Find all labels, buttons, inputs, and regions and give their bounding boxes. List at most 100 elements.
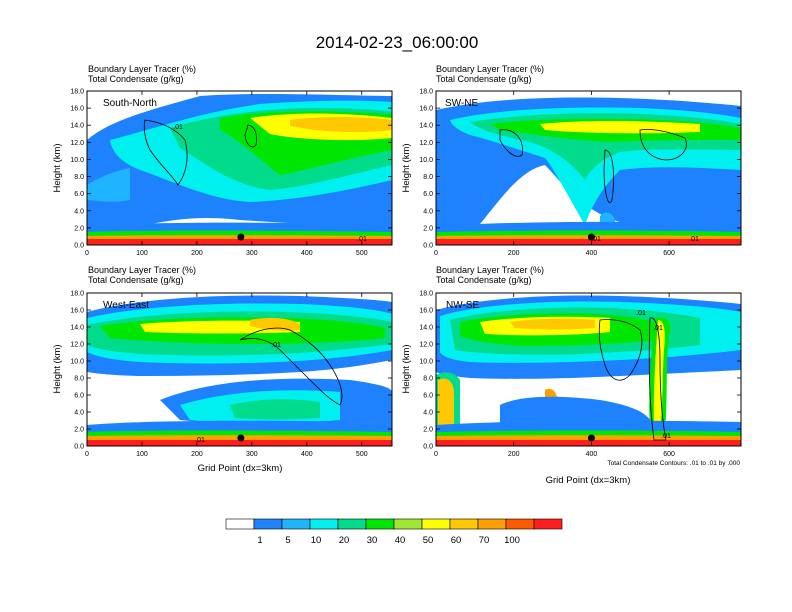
- colorbar-label: 100: [504, 535, 520, 546]
- panel-title-tracer: Boundary Layer Tracer (%): [436, 64, 544, 74]
- x-tick-label: 500: [356, 451, 368, 458]
- plot-frame: [435, 292, 742, 447]
- y-tick-label: 2.0: [74, 225, 84, 232]
- y-tick-label: 10.0: [419, 157, 433, 164]
- y-tick-label: 18.0: [419, 291, 433, 298]
- plot-frame: [86, 90, 393, 246]
- colorbar-swatch: [309, 518, 339, 530]
- panel-sw-ne: Boundary Layer Tracer (%) Total Condensa…: [419, 64, 742, 257]
- colorbar-swatch: [477, 518, 507, 530]
- heatmap-field: .01 .01: [87, 91, 392, 245]
- panel-label: SW-NE: [445, 98, 478, 109]
- y-tick-label: 18.0: [419, 89, 433, 96]
- panel-south-north: Boundary Layer Tracer (%) Total Condensa…: [70, 64, 393, 257]
- axes: 0.0 2.0 4.0 6.0 8.0 10.0 12.0 14.0 16.0 18.0 0 200 4…: [419, 89, 742, 257]
- y-tick-label: 14.0: [70, 325, 84, 332]
- colorbar-label: 10: [311, 535, 322, 546]
- x-tick-label: 400: [586, 451, 598, 458]
- plot-frame: [86, 292, 393, 447]
- contour-label: .01: [271, 342, 281, 349]
- colorbar-label: 20: [339, 535, 350, 546]
- y-tick-label: 2.0: [74, 427, 84, 434]
- contour-label: .01: [653, 325, 663, 332]
- y-axis-label: Height (km): [401, 143, 412, 192]
- x-tick-label: 400: [586, 250, 598, 257]
- colorbar-swatch: [281, 518, 311, 530]
- y-tick-label: 12.0: [70, 342, 84, 349]
- x-tick-label: 0: [85, 250, 89, 257]
- y-tick-label: 14.0: [70, 123, 84, 130]
- heatmap-field: .01 .01: [87, 293, 392, 446]
- colorbar-swatch: [393, 518, 423, 530]
- y-tick-label: 18.0: [70, 291, 84, 298]
- contour-label: .01: [591, 236, 601, 243]
- x-tick-label: 0: [434, 250, 438, 257]
- contour-label: .01: [661, 433, 671, 440]
- heatmap-field: .01 .01: [436, 91, 741, 245]
- surface-location-marker: [237, 434, 245, 442]
- y-tick-label: 0.0: [423, 444, 433, 451]
- y-axis-label: Height (km): [401, 344, 412, 393]
- panel-title-condensate: Total Condensate (g/kg): [88, 275, 184, 285]
- colorbar-swatch: [337, 518, 367, 530]
- axes: 0.0 2.0 4.0 6.0 8.0 10.0 12.0 14.0 16.0 18.0 0 200 4…: [419, 291, 742, 458]
- colorbar-label: 60: [451, 535, 462, 546]
- axes: 0.0 2.0 4.0 6.0 8.0 10.0 12.0 14.0 16.0 18.0 0 100 2…: [70, 89, 393, 257]
- plot-frame: [435, 90, 742, 246]
- x-axis-label: Grid Point (dx=3km): [198, 463, 283, 474]
- y-tick-label: 6.0: [74, 191, 84, 198]
- y-tick-label: 12.0: [70, 140, 84, 147]
- contour-label: .01: [636, 310, 646, 317]
- y-tick-label: 12.0: [419, 342, 433, 349]
- y-tick-label: 4.0: [423, 208, 433, 215]
- colorbar: 1 5 10 20 30 40 50 60 70 100: [225, 518, 563, 546]
- y-tick-label: 14.0: [419, 325, 433, 332]
- panel-label: NW-SE: [446, 300, 479, 311]
- colorbar-label: 30: [367, 535, 378, 546]
- y-tick-label: 6.0: [74, 393, 84, 400]
- surface-location-marker: [237, 233, 245, 241]
- y-tick-label: 0.0: [74, 243, 84, 250]
- y-tick-label: 6.0: [423, 191, 433, 198]
- x-tick-label: 100: [136, 451, 148, 458]
- x-tick-label: 600: [663, 451, 675, 458]
- x-tick-label: 600: [663, 250, 675, 257]
- y-tick-label: 14.0: [419, 123, 433, 130]
- panel-title-tracer: Boundary Layer Tracer (%): [88, 64, 196, 74]
- surface-location-marker: [587, 434, 595, 442]
- figure-title: 2014-02-23_06:00:00: [316, 33, 479, 52]
- surface-location-marker: [587, 233, 595, 241]
- y-tick-label: 18.0: [70, 89, 84, 96]
- colorbar-swatch: [225, 518, 255, 530]
- y-tick-label: 8.0: [423, 174, 433, 181]
- axes: 0.0 2.0 4.0 6.0 8.0 10.0 12.0 14.0 16.0 18.0 0 100 2…: [70, 291, 393, 458]
- y-tick-label: 0.0: [423, 243, 433, 250]
- y-tick-label: 8.0: [423, 376, 433, 383]
- colorbar-swatch: [449, 518, 479, 530]
- x-tick-label: 400: [301, 451, 313, 458]
- y-tick-label: 4.0: [423, 410, 433, 417]
- x-tick-label: 300: [246, 451, 258, 458]
- x-tick-label: 400: [301, 250, 313, 257]
- colorbar-swatch: [421, 518, 451, 530]
- y-tick-label: 0.0: [74, 444, 84, 451]
- panel-title-tracer: Boundary Layer Tracer (%): [88, 265, 196, 275]
- y-tick-label: 4.0: [74, 208, 84, 215]
- x-tick-label: 500: [356, 250, 368, 257]
- y-tick-label: 16.0: [70, 106, 84, 113]
- colorbar-swatch: [505, 518, 535, 530]
- colorbar-label: 50: [423, 535, 434, 546]
- panel-label: South-North: [103, 98, 157, 109]
- y-tick-label: 10.0: [70, 359, 84, 366]
- panel-title-condensate: Total Condensate (g/kg): [436, 74, 532, 84]
- colorbar-label: 40: [395, 535, 406, 546]
- y-tick-label: 2.0: [423, 225, 433, 232]
- y-axis-label: Height (km): [52, 143, 63, 192]
- colorbar-label: 5: [285, 535, 290, 546]
- y-tick-label: 4.0: [74, 410, 84, 417]
- y-tick-label: 16.0: [419, 106, 433, 113]
- colorbar-label: 70: [479, 535, 490, 546]
- panel-nw-se: Boundary Layer Tracer (%) Total Condensa…: [419, 265, 742, 458]
- x-tick-label: 0: [434, 451, 438, 458]
